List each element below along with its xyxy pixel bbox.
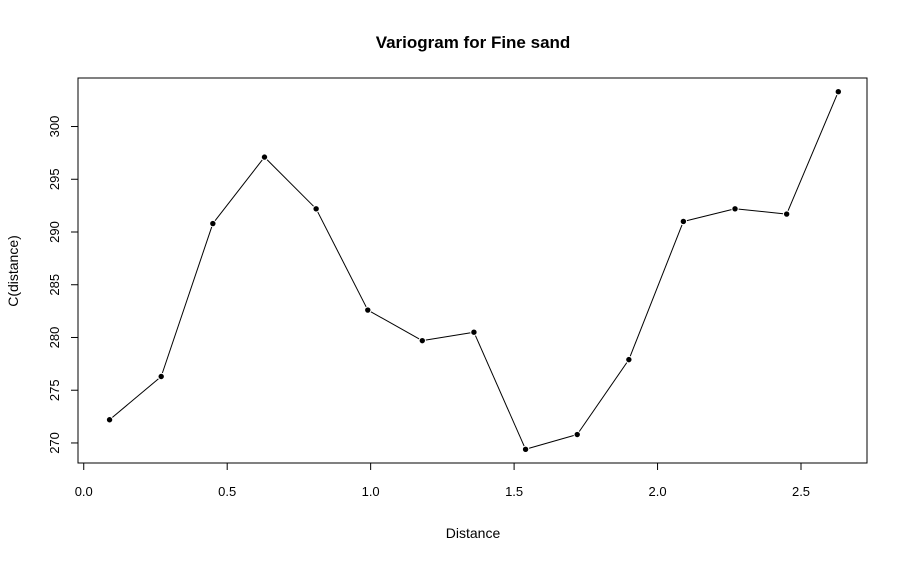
y-tick-label: 270 xyxy=(47,432,62,454)
x-axis-label: Distance xyxy=(446,525,501,541)
data-point xyxy=(157,372,165,381)
plot-area-frame xyxy=(77,77,868,464)
data-point xyxy=(364,306,372,314)
x-tick-label: 1.5 xyxy=(505,484,523,499)
x-axis: 0.0 0.5 1.0 1.5 2.0 2.5 xyxy=(75,462,810,499)
series-points-group xyxy=(105,88,843,453)
data-point xyxy=(312,205,320,213)
series-line-segment xyxy=(786,91,839,215)
y-axis: 270 275 280 285 290 295 300 xyxy=(47,116,79,454)
data-point xyxy=(418,336,426,345)
data-point xyxy=(573,430,581,439)
data-point xyxy=(260,153,269,161)
y-axis-label: C(distance) xyxy=(5,235,21,307)
series-line-segment xyxy=(212,156,265,224)
series-line-segment xyxy=(264,156,317,210)
data-point xyxy=(834,88,843,96)
series-line-segment xyxy=(473,332,527,450)
y-tick-label: 295 xyxy=(47,168,62,190)
data-point xyxy=(470,328,478,336)
series-line-group xyxy=(109,91,839,450)
series-line-segment xyxy=(160,223,214,377)
series-line-segment xyxy=(109,376,162,421)
series-line-segment xyxy=(683,208,736,222)
x-tick-label: 2.5 xyxy=(792,484,810,499)
series-line-segment xyxy=(422,331,475,342)
series-line-segment xyxy=(525,434,578,450)
x-tick-label: 0.0 xyxy=(75,484,93,499)
data-point xyxy=(782,210,791,218)
series-line-segment xyxy=(734,208,787,215)
data-point xyxy=(679,217,688,226)
y-tick-label: 290 xyxy=(47,221,62,243)
x-tick-label: 2.0 xyxy=(649,484,667,499)
chart-title: Variogram for Fine sand xyxy=(376,33,571,52)
y-tick-label: 285 xyxy=(47,274,62,296)
series-line-segment xyxy=(628,221,684,360)
data-point xyxy=(209,219,217,228)
y-tick-label: 275 xyxy=(47,379,62,401)
data-point xyxy=(731,205,739,213)
series-line-segment xyxy=(315,208,369,311)
x-tick-label: 0.5 xyxy=(218,484,236,499)
y-tick-label: 300 xyxy=(47,116,62,138)
data-point xyxy=(625,355,633,364)
x-tick-label: 1.0 xyxy=(362,484,380,499)
y-tick-label: 280 xyxy=(47,327,62,349)
series-line-segment xyxy=(367,309,423,342)
series-line-segment xyxy=(576,359,630,435)
data-point xyxy=(105,416,114,424)
data-point xyxy=(521,445,530,453)
